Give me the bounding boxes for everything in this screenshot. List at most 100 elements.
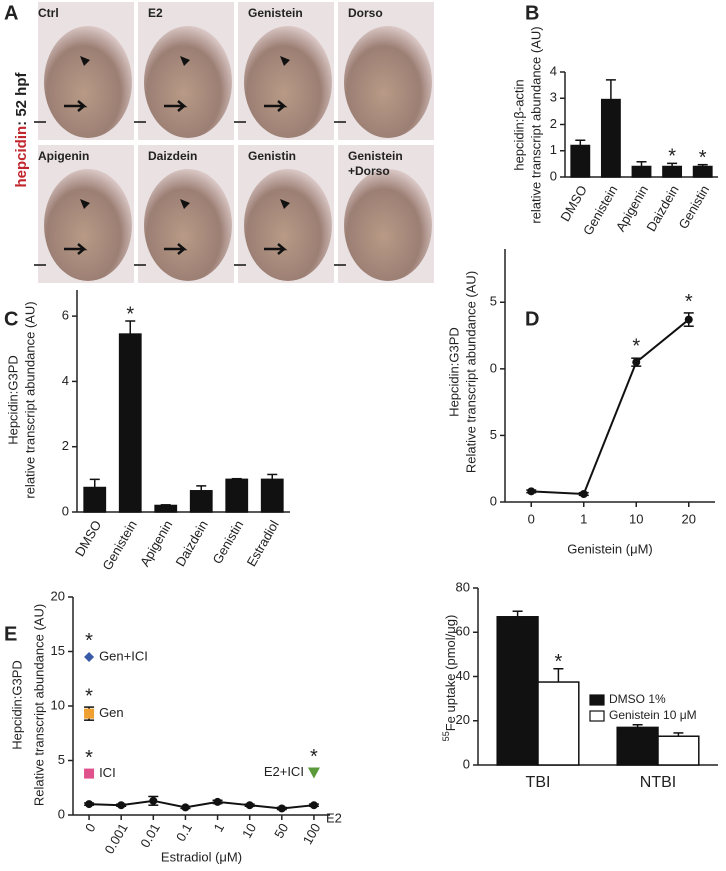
marker	[277, 804, 286, 813]
y-axis-label: 55Fe uptake (pmol/μg)	[441, 615, 458, 742]
panel-label: A	[4, 2, 18, 24]
marker	[684, 315, 693, 324]
x-tick-label: Daizdein	[173, 518, 211, 569]
embryo	[44, 169, 132, 281]
panel-label: E	[4, 623, 17, 645]
significance: *	[632, 335, 640, 357]
image-label: Genistein	[248, 6, 303, 20]
embryo	[344, 26, 432, 138]
y-tick-label: 2	[62, 438, 69, 453]
embryo	[244, 169, 332, 281]
x-tick-label: TBI	[526, 774, 551, 791]
marker	[213, 797, 222, 806]
x-tick-label: Genistein	[99, 518, 139, 573]
x-tick-label: DMSO	[72, 518, 104, 559]
image-label: Genistin	[248, 149, 296, 163]
image-label: +Dorso	[348, 164, 390, 178]
panel-label: C	[4, 308, 18, 330]
significance: *	[85, 630, 93, 652]
y-tick-label: 60	[456, 624, 470, 639]
series-label: ICI	[99, 765, 116, 780]
x-axis-label: Estradiol (μM)	[161, 849, 242, 864]
y-tick-label: 40	[456, 668, 470, 683]
bar	[118, 333, 142, 513]
arrowhead	[280, 56, 290, 66]
legend-swatch	[589, 694, 605, 706]
y-tick-label: 0	[490, 360, 497, 375]
x-tick-label: 0.1	[173, 821, 195, 844]
marker	[84, 708, 95, 719]
significance: *	[668, 146, 676, 168]
y-tick-label: 0	[463, 756, 470, 771]
marker	[579, 490, 588, 499]
significance: *	[85, 685, 93, 707]
marker	[84, 651, 95, 662]
series-line	[531, 318, 690, 496]
image-label: Daizdein	[148, 149, 197, 163]
bar	[260, 478, 284, 513]
arrowhead	[80, 199, 90, 209]
marker	[309, 801, 318, 810]
arrow	[264, 100, 288, 112]
x-tick-label: 1	[211, 821, 228, 835]
series-label: Gen+ICI	[99, 648, 148, 663]
y-tick-label: 15	[51, 643, 65, 658]
x-axis-label: Genistein (μM)	[567, 541, 653, 556]
bar	[631, 165, 652, 178]
image-label: Genistein	[348, 149, 403, 163]
y-axis-label: hepcidin:β-actin	[511, 79, 526, 170]
panel-label: D	[525, 308, 539, 330]
y-tick-label: 6	[62, 308, 69, 323]
legend-swatch	[589, 710, 605, 722]
arrow	[264, 243, 288, 255]
side-label-rest: : 52 hpf	[13, 71, 30, 125]
bar	[662, 165, 683, 178]
y-tick-label: 10	[51, 697, 65, 712]
x-tick-label: Genistin	[209, 518, 246, 567]
arrow	[164, 100, 188, 112]
x-tick-label: 0.001	[101, 821, 130, 857]
series-label: Gen	[99, 705, 124, 720]
y-tick-label: 3	[550, 90, 557, 105]
y-axis-label: Hepcidin:G3PD	[5, 355, 20, 445]
embryo	[144, 26, 232, 138]
y-axis-label-main: Fe uptake (pmol/μg)	[443, 615, 458, 732]
y-tick-label: 4	[550, 63, 557, 78]
arrowhead	[180, 199, 190, 209]
embryo	[244, 26, 332, 138]
series-label: E2+ICI	[264, 764, 304, 779]
x-tick-label: 10	[629, 511, 643, 526]
y-tick-label: 4	[62, 373, 69, 388]
marker	[632, 358, 641, 367]
image-label: Dorso	[348, 6, 383, 20]
image-label: Apigenin	[38, 149, 89, 163]
series-line	[89, 799, 315, 810]
marker	[527, 487, 536, 496]
y-axis-label: Relative transcript abundance (AU)	[463, 271, 478, 473]
y-axis-label: relative transcript abundance (AU)	[528, 26, 543, 223]
bar	[616, 726, 659, 766]
y-tick-label: 80	[456, 579, 470, 594]
y-tick-label: 2	[550, 116, 557, 131]
y-tick-label: 0	[62, 503, 69, 518]
arrowhead	[80, 56, 90, 66]
y-tick-label: 0	[58, 806, 65, 821]
bar	[600, 98, 621, 178]
bar	[154, 504, 178, 513]
y-axis-label: Hepcidin:G3PD	[446, 327, 461, 417]
bar	[189, 490, 213, 513]
significance: *	[699, 147, 707, 169]
y-tick-label: 5	[58, 752, 65, 767]
image-label: E2	[148, 6, 163, 20]
y-axis-label: Relative transcript abundance (AU)	[31, 604, 46, 806]
y-tick-label: 0	[550, 168, 557, 183]
y-tick-label: 5	[490, 294, 497, 309]
x-tick-label: Apigenin	[137, 518, 175, 569]
arrow	[64, 243, 88, 255]
marker	[245, 801, 254, 810]
y-tick-label: 5	[490, 427, 497, 442]
x-tick-label: 20	[682, 511, 696, 526]
marker	[85, 800, 94, 809]
bar	[537, 681, 580, 766]
